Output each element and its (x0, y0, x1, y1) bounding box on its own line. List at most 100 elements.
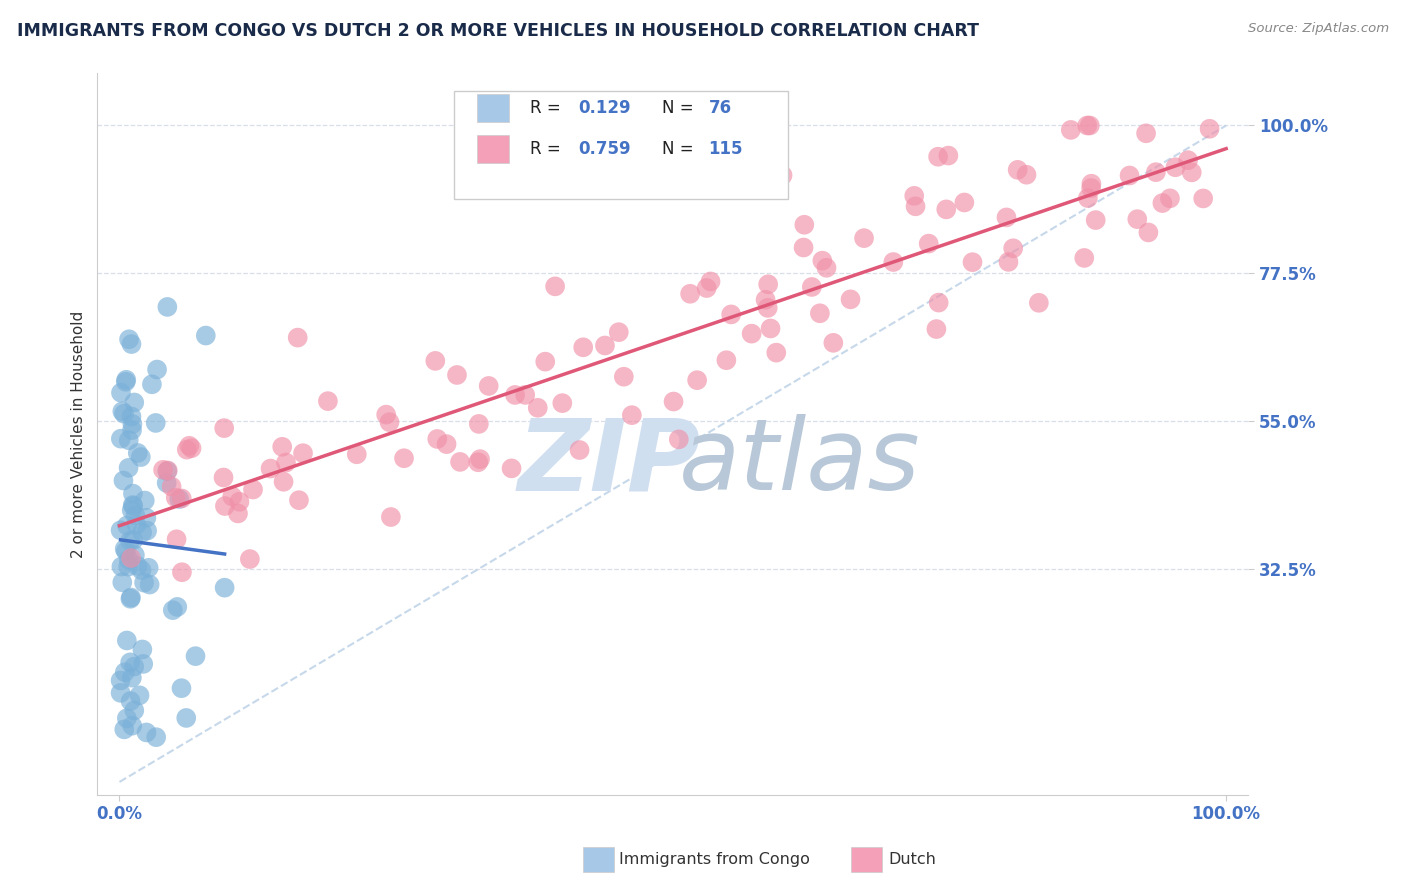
Point (125, 517, 148, 532)
Text: R =: R = (530, 140, 567, 158)
Point (121, 409, 143, 424)
Point (120, 551, 142, 566)
Point (122, 533, 145, 548)
Point (534, 354, 557, 368)
Point (162, 603, 184, 617)
Point (121, 719, 143, 733)
Point (468, 417, 491, 431)
Point (120, 694, 142, 708)
Point (686, 373, 709, 387)
Point (110, 686, 132, 700)
Point (214, 581, 236, 595)
Point (938, 148, 960, 162)
Point (114, 665, 136, 680)
Point (242, 483, 264, 497)
Point (115, 633, 138, 648)
Point (1080, 181, 1102, 195)
Point (146, 362, 169, 376)
Point (378, 415, 401, 429)
Point (134, 493, 156, 508)
Point (425, 354, 447, 368)
Point (131, 525, 153, 540)
Point (903, 189, 925, 203)
Point (135, 510, 157, 524)
Point (110, 673, 132, 688)
Point (392, 451, 415, 466)
Point (115, 711, 138, 725)
Point (699, 275, 721, 289)
Point (953, 195, 976, 210)
Point (756, 277, 779, 292)
Text: IMMIGRANTS FROM CONGO VS DUTCH 2 OR MORE VEHICLES IN HOUSEHOLD CORRELATION CHART: IMMIGRANTS FROM CONGO VS DUTCH 2 OR MORE… (17, 22, 979, 40)
Point (112, 474, 135, 488)
Point (136, 524, 159, 538)
Point (765, 345, 787, 359)
Point (593, 338, 616, 352)
Point (962, 255, 984, 269)
Point (544, 279, 567, 293)
Point (772, 168, 794, 182)
Point (1007, 162, 1029, 177)
Point (1073, 251, 1095, 265)
Point (121, 498, 143, 512)
Point (170, 681, 193, 696)
Point (501, 461, 523, 475)
Point (755, 293, 778, 307)
Point (815, 260, 838, 275)
Point (180, 442, 202, 456)
Point (811, 253, 834, 268)
Point (127, 446, 149, 460)
Point (121, 337, 143, 351)
Point (1126, 212, 1149, 227)
Text: Immigrants from Congo: Immigrants from Congo (619, 853, 810, 867)
Point (997, 255, 1019, 269)
Point (184, 649, 207, 664)
Point (120, 533, 142, 548)
Point (1135, 126, 1157, 140)
Point (122, 486, 145, 500)
Point (120, 656, 142, 670)
Point (288, 493, 311, 508)
Point (120, 591, 142, 605)
Point (135, 725, 157, 739)
Point (1002, 241, 1025, 255)
Point (808, 306, 831, 320)
Point (287, 330, 309, 344)
FancyBboxPatch shape (454, 91, 787, 199)
Point (138, 561, 160, 575)
Point (167, 491, 190, 506)
Point (1152, 196, 1174, 211)
Point (1198, 121, 1220, 136)
Point (800, 280, 823, 294)
Point (882, 255, 904, 269)
Point (716, 353, 738, 368)
Point (129, 450, 152, 464)
Point (127, 558, 149, 573)
Point (117, 460, 139, 475)
Point (793, 218, 815, 232)
Point (572, 340, 595, 354)
Point (156, 475, 179, 490)
Text: N =: N = (662, 140, 699, 158)
Point (928, 295, 950, 310)
Text: 76: 76 (709, 99, 731, 117)
Point (176, 442, 198, 457)
Point (121, 417, 143, 431)
Point (174, 711, 197, 725)
Point (145, 416, 167, 430)
Point (1181, 165, 1204, 179)
Point (273, 475, 295, 489)
Point (122, 499, 145, 513)
Point (679, 286, 702, 301)
Point (607, 325, 630, 339)
Point (212, 470, 235, 484)
Point (259, 461, 281, 475)
Point (759, 321, 782, 335)
Text: Source: ZipAtlas.com: Source: ZipAtlas.com (1249, 22, 1389, 36)
Point (1084, 213, 1107, 227)
Point (121, 423, 143, 437)
Point (214, 499, 236, 513)
Point (132, 657, 155, 671)
Point (927, 150, 949, 164)
Point (380, 510, 402, 524)
